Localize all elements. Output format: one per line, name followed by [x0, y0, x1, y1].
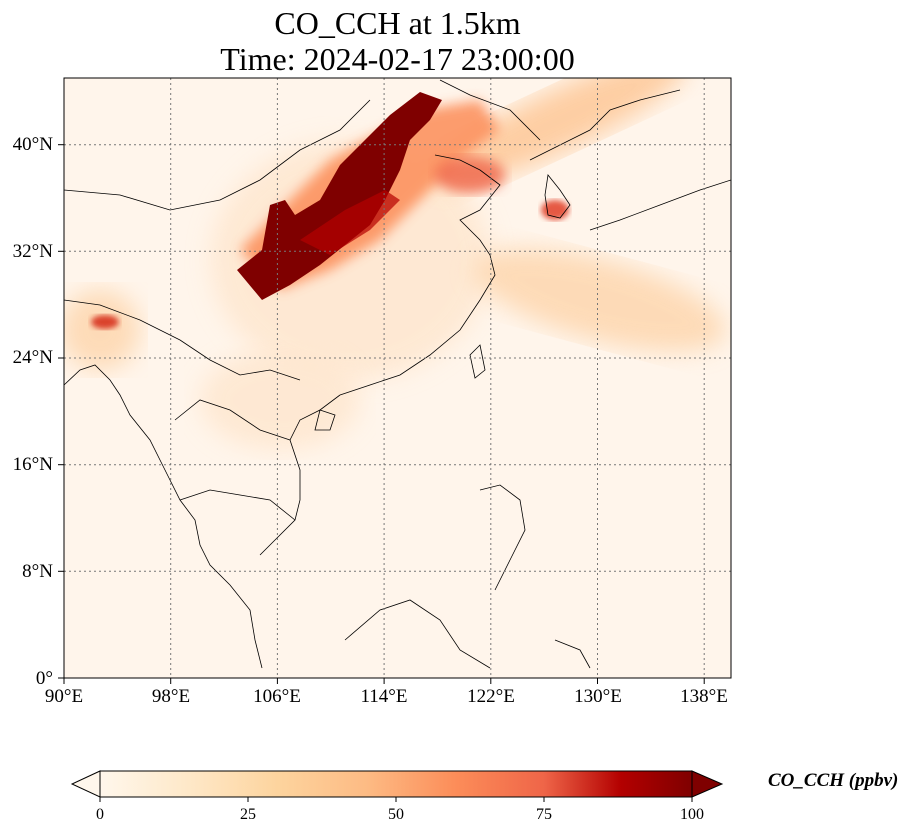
y-tick-label: 0°: [35, 668, 53, 689]
tick-marks: [58, 144, 705, 684]
colorbar-gradient: [100, 771, 692, 797]
x-tick-label: 130°E: [574, 686, 622, 707]
y-tick-label: 40°N: [12, 134, 53, 155]
colorbar: [70, 770, 724, 802]
colorbar-tick-label: 0: [96, 806, 104, 823]
colorbar-tick-label: 75: [536, 806, 552, 823]
colorbar-tick-label: 100: [680, 806, 704, 823]
colorbar-extend-high: [691, 770, 724, 798]
y-tick-label: 8°N: [22, 561, 53, 582]
y-tick-label: 24°N: [12, 347, 53, 368]
map-title-line1: CO_CCH at 1.5km: [274, 5, 521, 41]
x-tick-label: 122°E: [467, 686, 515, 707]
x-tick-label: 90°E: [44, 686, 84, 707]
colorbar-label: CO_CCH (ppbv): [768, 770, 899, 791]
x-tick-label: 98°E: [151, 686, 191, 707]
x-tick-label: 138°E: [680, 686, 728, 707]
map-title-line2: Time: 2024-02-17 23:00:00: [220, 41, 575, 77]
map-frame: [63, 77, 732, 679]
x-tick-label: 106°E: [253, 686, 301, 707]
colorbar-extend-low: [70, 770, 101, 798]
gridlines: [64, 78, 731, 678]
concentration-field: [64, 78, 726, 450]
x-tick-label: 114°E: [360, 686, 408, 707]
y-tick-label: 16°N: [12, 454, 53, 475]
colorbar-tick-label: 50: [388, 806, 404, 823]
coastlines: [64, 79, 731, 669]
y-tick-label: 32°N: [12, 241, 53, 262]
colorbar-tick-label: 25: [240, 806, 256, 823]
